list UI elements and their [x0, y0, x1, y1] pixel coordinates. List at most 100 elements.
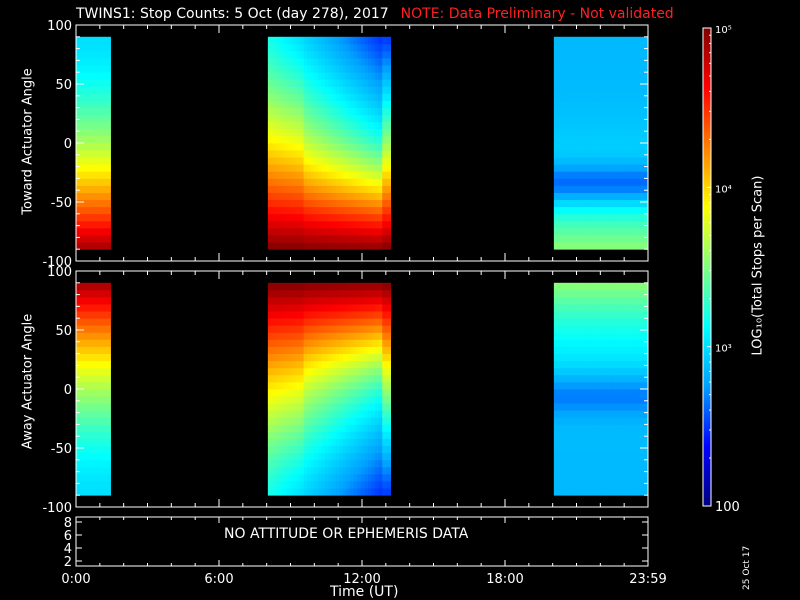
heatmap-cell	[79, 424, 84, 432]
heatmap-cell	[618, 389, 623, 397]
heatmap-cell	[285, 488, 290, 496]
heatmap-cell	[300, 157, 305, 165]
heatmap-cell	[104, 242, 109, 250]
heatmap-cell	[79, 325, 84, 333]
heatmap-cell	[90, 213, 95, 222]
heatmap-cell	[607, 86, 612, 94]
heatmap-cell	[600, 213, 605, 222]
heatmap-cell	[97, 403, 102, 411]
heatmap-cell	[307, 235, 312, 243]
heatmap-cell	[596, 452, 601, 461]
heatmap-cell	[357, 157, 362, 165]
heatmap-cell	[385, 50, 390, 59]
heatmap-cell	[275, 488, 279, 496]
heatmap-cell	[571, 481, 576, 489]
heatmap-cell	[321, 367, 326, 376]
heatmap-cell	[371, 93, 376, 101]
heatmap-cell	[618, 367, 623, 376]
heatmap-cell	[382, 86, 387, 94]
heatmap-cell	[378, 213, 383, 222]
heatmap-cell	[303, 389, 308, 397]
heatmap-cell	[307, 282, 312, 291]
heatmap-cell	[271, 381, 276, 390]
heatmap-cell	[317, 282, 322, 291]
heatmap-cell	[79, 178, 84, 186]
heatmap-cell	[628, 325, 633, 333]
heatmap-cell	[328, 235, 333, 243]
heatmap-cell	[93, 473, 98, 482]
heatmap-cell	[271, 192, 276, 201]
heatmap-cell	[389, 396, 391, 404]
heatmap-cell	[621, 289, 626, 298]
heatmap-cell	[350, 332, 355, 340]
heatmap-cell	[278, 346, 283, 354]
heatmap-cell	[97, 36, 102, 45]
heatmap-cell	[600, 58, 605, 66]
heatmap-cell	[289, 473, 294, 482]
heatmap-cell	[353, 206, 358, 215]
heatmap-cell	[278, 374, 283, 383]
heatmap-cell	[108, 143, 111, 151]
heatmap-cell	[342, 121, 347, 130]
heatmap-cell	[561, 325, 565, 333]
heatmap-cell	[611, 227, 616, 236]
heatmap-cell	[76, 438, 80, 447]
heatmap-cell	[332, 199, 337, 208]
heatmap-cell	[79, 235, 84, 243]
heatmap-cell	[332, 65, 337, 73]
heatmap-cell	[325, 79, 330, 87]
heatmap-cell	[364, 452, 369, 461]
heatmap-cell	[101, 410, 105, 418]
heatmap-cell	[271, 227, 276, 236]
heatmap-cell	[375, 431, 380, 439]
heatmap-cell	[628, 58, 633, 66]
heatmap-cell	[603, 445, 608, 454]
heatmap-cell	[317, 360, 322, 369]
heatmap-cell	[621, 227, 626, 236]
heatmap-cell	[611, 242, 616, 250]
heatmap-cell	[342, 289, 347, 298]
heatmap-cell	[364, 150, 369, 158]
heatmap-cell	[278, 488, 283, 496]
heatmap-cell	[582, 367, 587, 376]
heatmap-cell	[303, 424, 308, 432]
heatmap-cell	[371, 58, 376, 66]
heatmap-cell	[292, 171, 297, 179]
heatmap-cell	[600, 164, 605, 172]
heatmap-cell	[108, 121, 111, 130]
heatmap-cell	[317, 325, 322, 333]
heatmap-cell	[375, 353, 380, 362]
heatmap-cell	[600, 417, 605, 425]
heatmap-cell	[108, 135, 111, 144]
heatmap-cell	[328, 438, 333, 447]
heatmap-cell	[378, 192, 383, 201]
heatmap-cell	[86, 58, 91, 66]
heatmap-cell	[335, 466, 340, 475]
heatmap-cell	[628, 353, 633, 362]
heatmap-cell	[314, 107, 319, 116]
heatmap-cell	[101, 332, 105, 340]
heatmap-cell	[589, 65, 594, 73]
heatmap-cell	[600, 481, 605, 489]
heatmap-cell	[382, 65, 387, 73]
heatmap-cell	[346, 481, 351, 489]
heatmap-cell	[360, 282, 365, 291]
heatmap-cell	[339, 473, 344, 482]
heatmap-cell	[314, 242, 319, 250]
heatmap-cell	[385, 43, 390, 52]
heatmap-cell	[97, 282, 102, 291]
heatmap-cell	[596, 318, 601, 326]
heatmap-cell	[79, 128, 84, 137]
heatmap-cell	[108, 50, 111, 59]
heatmap-cell	[101, 72, 105, 80]
heatmap-cell	[378, 65, 383, 73]
heatmap-cell	[353, 367, 358, 376]
heatmap-cell	[364, 466, 369, 475]
heatmap-cell	[307, 410, 312, 418]
heatmap-cell	[275, 459, 279, 468]
heatmap-cell	[568, 473, 573, 482]
heatmap-cell	[292, 36, 297, 45]
x-tick-label: 23:59	[629, 572, 666, 587]
heatmap-cell	[104, 65, 109, 73]
heatmap-cell	[321, 164, 326, 172]
